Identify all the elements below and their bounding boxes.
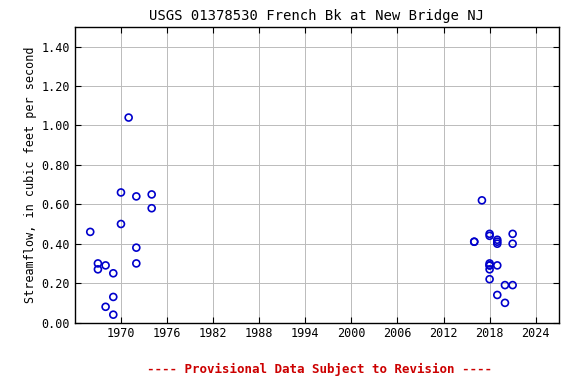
Point xyxy=(124,114,133,121)
Y-axis label: Streamflow, in cubic feet per second: Streamflow, in cubic feet per second xyxy=(24,46,37,303)
Point xyxy=(492,239,502,245)
Title: USGS 01378530 French Bk at New Bridge NJ: USGS 01378530 French Bk at New Bridge NJ xyxy=(149,9,484,23)
Point xyxy=(508,231,517,237)
Point xyxy=(485,262,494,268)
Point xyxy=(147,205,156,211)
Point xyxy=(508,241,517,247)
Point xyxy=(485,262,494,268)
Point xyxy=(485,233,494,239)
Point xyxy=(492,241,502,247)
Point xyxy=(109,294,118,300)
Point xyxy=(93,266,103,272)
Point xyxy=(109,311,118,318)
Point xyxy=(116,189,126,195)
Point xyxy=(501,300,510,306)
Point xyxy=(132,193,141,199)
Point xyxy=(86,229,95,235)
Point xyxy=(508,282,517,288)
Point xyxy=(116,221,126,227)
Point xyxy=(492,237,502,243)
Point xyxy=(132,260,141,266)
Point xyxy=(485,260,494,266)
Point xyxy=(101,304,110,310)
Point xyxy=(109,270,118,276)
Point xyxy=(147,191,156,197)
Point xyxy=(485,231,494,237)
Point xyxy=(485,276,494,282)
Point xyxy=(93,260,103,266)
Point xyxy=(492,262,502,268)
Text: ---- Provisional Data Subject to Revision ----: ---- Provisional Data Subject to Revisio… xyxy=(147,363,492,376)
Point xyxy=(492,292,502,298)
Point xyxy=(101,262,110,268)
Point xyxy=(478,197,487,204)
Point xyxy=(469,239,479,245)
Point xyxy=(501,282,510,288)
Point xyxy=(485,266,494,272)
Point xyxy=(469,239,479,245)
Point xyxy=(132,245,141,251)
